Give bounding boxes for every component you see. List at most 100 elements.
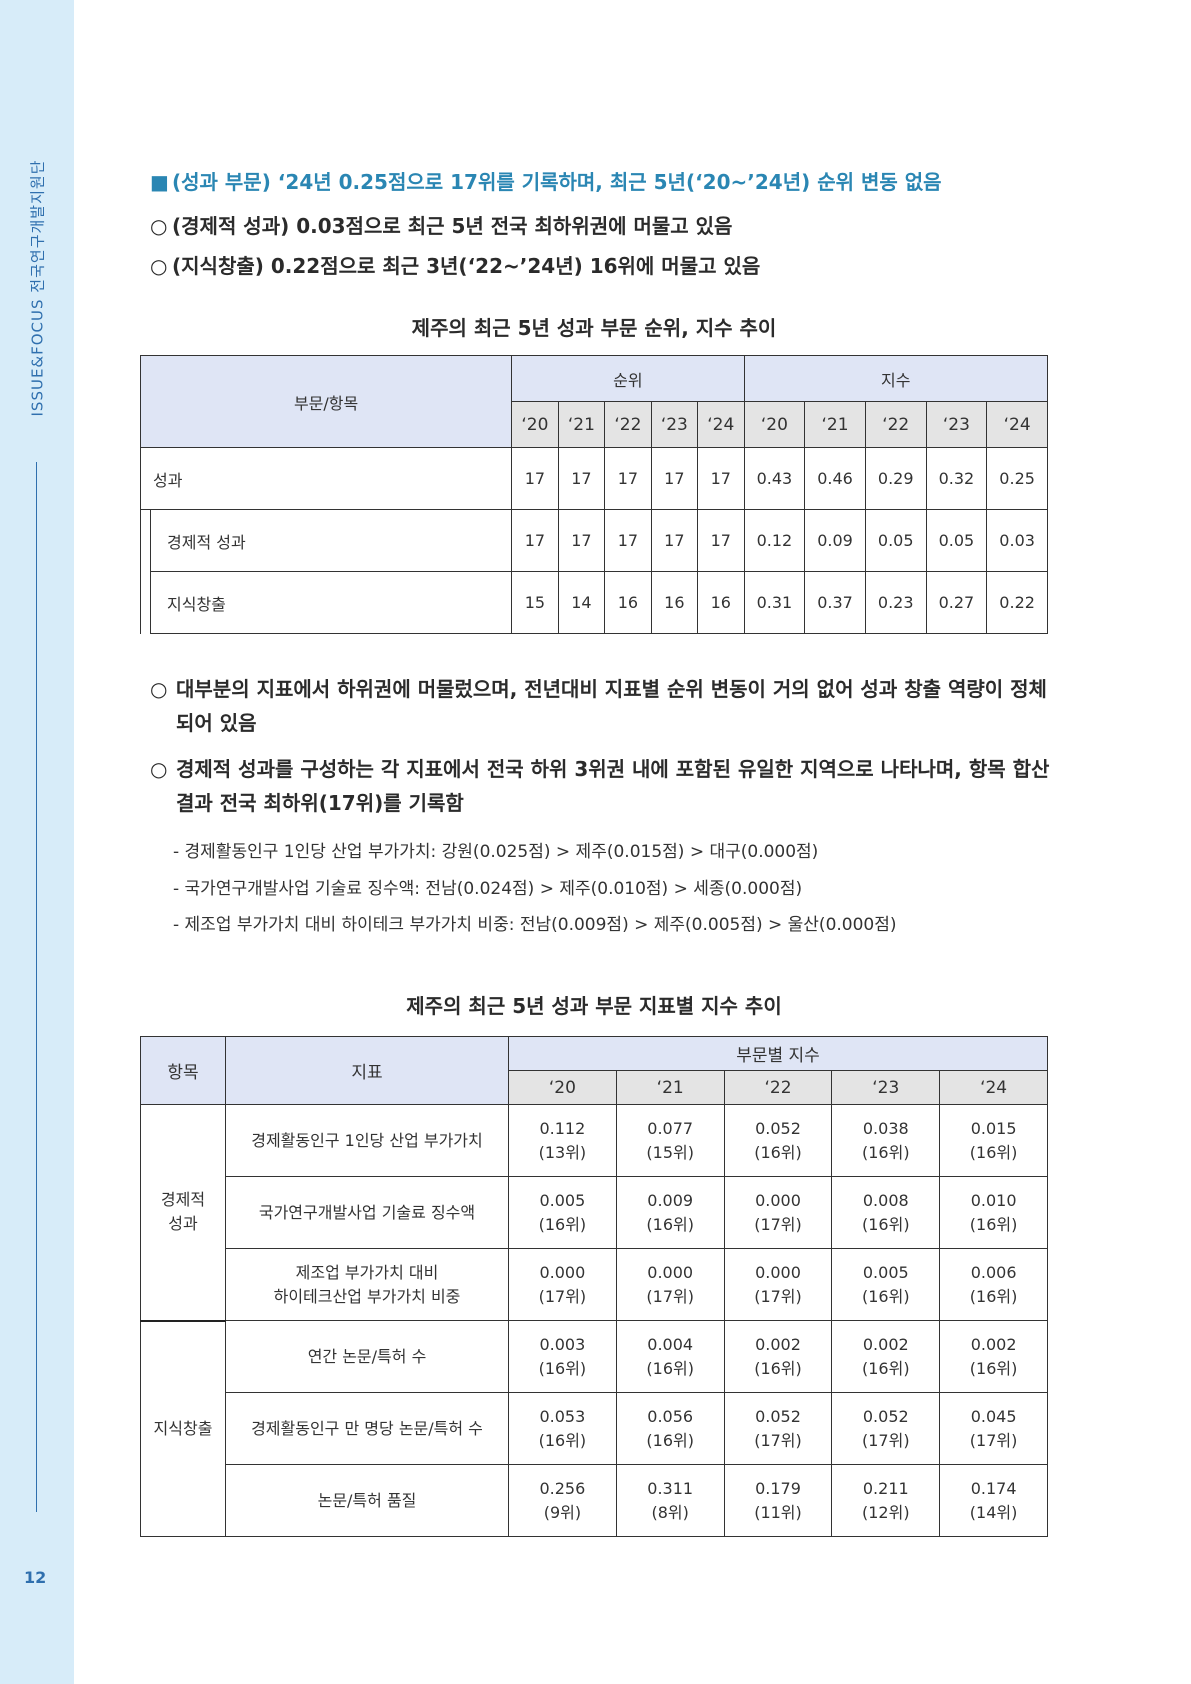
year-header: ‘23 xyxy=(925,401,988,448)
sidebar: ISSUE&FOCUS 전국연구개발지원단 12 xyxy=(0,0,74,1684)
rank-value: (13위) xyxy=(538,1142,587,1162)
value-cell: 0.002 (16위) xyxy=(723,1320,833,1393)
indicator-cell: 연간 논문/특허 수 xyxy=(225,1320,509,1393)
value-cell: 0.000 (17위) xyxy=(615,1248,725,1321)
index-cell: 0.31 xyxy=(743,571,806,634)
index-cell: 0.25 xyxy=(986,447,1048,510)
year-header: ‘20 xyxy=(743,401,806,448)
rank-value: (16위) xyxy=(969,1142,1018,1162)
sub-bullet-2: ○ (지식창출) 0.22점으로 최근 3년(‘22~’24년) 16위에 머물고… xyxy=(150,254,761,278)
value-cell: 0.056 (16위) xyxy=(615,1392,725,1465)
year-header: ‘21 xyxy=(804,401,866,448)
table-row: 경제적 성과 경제활동인구 1인당 산업 부가가치 0.112 (13위) 0.077 (… xyxy=(140,1104,1048,1322)
year-header: ‘22 xyxy=(864,401,927,448)
header-indicator: 지표 xyxy=(225,1036,509,1105)
circle-bullet-icon: ○ xyxy=(150,254,168,278)
rank-value: (16위) xyxy=(862,1214,910,1234)
rank-value: (17위) xyxy=(646,1286,694,1306)
index-value: 0.002 xyxy=(755,1334,801,1354)
rank-value: (14위) xyxy=(969,1502,1018,1522)
circle-bullet-icon: ○ xyxy=(150,214,168,238)
item-cell: 지식창출 xyxy=(140,1320,226,1537)
index-cell: 0.29 xyxy=(864,447,927,510)
index-value: 0.015 xyxy=(970,1118,1017,1138)
value-cell: 0.045 (17위) xyxy=(939,1392,1048,1465)
row-label: 성과 xyxy=(139,447,513,510)
index-value: 0.052 xyxy=(862,1406,909,1426)
value-cell: 0.256 (9위) xyxy=(508,1464,617,1537)
row-label: 지식창출 xyxy=(149,571,513,634)
index-value: 0.056 xyxy=(647,1406,694,1426)
rank-cell: 16 xyxy=(697,571,745,634)
index-cell: 0.32 xyxy=(925,447,988,510)
item-cell: 경제적 성과 xyxy=(140,1104,226,1322)
value-cell: 0.000 (17위) xyxy=(723,1248,833,1321)
year-header: ‘24 xyxy=(939,1070,1048,1105)
table1-title: 제주의 최근 5년 성과 부문 순위, 지수 추이 xyxy=(411,316,777,340)
table-row: 경제활동인구 만 명당 논문/특허 수 0.053 (16위) 0.056 (16위) 0… xyxy=(141,1392,1048,1465)
value-cell: 0.002 (16위) xyxy=(831,1320,941,1393)
rank-value: (16위) xyxy=(646,1358,694,1378)
rank-value: (17위) xyxy=(969,1430,1018,1450)
rank-cell: 17 xyxy=(604,509,652,572)
rank-value: (17위) xyxy=(538,1286,587,1306)
rank-value: (15위) xyxy=(646,1142,694,1162)
header-index: 지수 xyxy=(743,355,1049,402)
detail-line: - 국가연구개발사업 기술료 징수액: 전남(0.024점) > 제주(0.01… xyxy=(173,879,803,899)
index-cell: 0.05 xyxy=(925,509,988,572)
value-cell: 0.000 (17위) xyxy=(723,1176,833,1249)
index-value: 0.000 xyxy=(755,1262,801,1282)
index-cell: 0.09 xyxy=(804,509,866,572)
circle-bullet-icon: ○ xyxy=(150,757,168,781)
value-cell: 0.005 (16위) xyxy=(508,1176,617,1249)
index-cell: 0.43 xyxy=(743,447,806,510)
year-header: ‘24 xyxy=(986,401,1048,448)
value-cell: 0.053 (16위) xyxy=(508,1392,617,1465)
value-cell: 0.002 (16위) xyxy=(939,1320,1048,1393)
index-value: 0.000 xyxy=(647,1262,694,1282)
value-cell: 0.052 (16위) xyxy=(723,1104,833,1177)
rank-index-table: 부문/항목 순위 지수 ‘20 ‘21 ‘22 ‘23 ‘24 ‘20 ‘21 ‘22 ‘23 ‘… xyxy=(139,355,1049,634)
index-cell: 0.22 xyxy=(986,571,1048,634)
square-bullet-icon: ■ xyxy=(150,170,169,194)
index-value: 0.174 xyxy=(970,1478,1017,1498)
paragraph-1: ○ 대부분의 지표에서 하위권에 머물렀으며, 전년대비 지표별 순위 변동이 거… xyxy=(150,672,1050,740)
rank-value: (9위) xyxy=(543,1502,582,1522)
year-header: ‘22 xyxy=(604,401,652,448)
detail-line: - 경제활동인구 1인당 산업 부가가치: 강원(0.025점) > 제주(0.… xyxy=(173,842,819,862)
rank-value: (16위) xyxy=(538,1430,587,1450)
indicator-cell: 논문/특허 품질 xyxy=(225,1464,509,1537)
rank-value: (16위) xyxy=(969,1286,1018,1306)
year-header: ‘24 xyxy=(697,401,745,448)
value-cell: 0.077 (15위) xyxy=(615,1104,725,1177)
year-header: ‘21 xyxy=(557,401,606,448)
rank-value: (16위) xyxy=(646,1430,694,1450)
year-header: ‘22 xyxy=(723,1070,833,1105)
table-row: 제조업 부가가치 대비 하이테크산업 부가가치 비중 0.000 (17위) 0.00… xyxy=(141,1248,1048,1321)
year-header: ‘20 xyxy=(511,401,559,448)
index-value: 0.006 xyxy=(970,1262,1017,1282)
value-cell: 0.179 (11위) xyxy=(723,1464,833,1537)
value-cell: 0.009 (16위) xyxy=(615,1176,725,1249)
index-value: 0.053 xyxy=(539,1406,586,1426)
value-cell: 0.010 (16위) xyxy=(939,1176,1048,1249)
index-value: 0.112 xyxy=(539,1118,586,1138)
index-value: 0.311 xyxy=(647,1478,694,1498)
year-header: ‘21 xyxy=(615,1070,725,1105)
index-value: 0.052 xyxy=(755,1118,801,1138)
rank-cell: 16 xyxy=(604,571,652,634)
rank-value: (17위) xyxy=(862,1430,910,1450)
index-value: 0.005 xyxy=(862,1262,909,1282)
index-value: 0.038 xyxy=(862,1118,909,1138)
year-header: ‘23 xyxy=(650,401,699,448)
indicator-cell: 제조업 부가가치 대비 하이테크산업 부가가치 비중 xyxy=(225,1248,509,1321)
index-value: 0.211 xyxy=(862,1478,909,1498)
rank-cell: 17 xyxy=(511,509,559,572)
index-cell: 0.23 xyxy=(864,571,927,634)
header-rank: 순위 xyxy=(511,355,745,402)
index-value: 0.005 xyxy=(539,1190,586,1210)
value-cell: 0.311 (8위) xyxy=(615,1464,725,1537)
rank-cell: 17 xyxy=(511,447,559,510)
value-cell: 0.008 (16위) xyxy=(831,1176,941,1249)
rank-cell: 17 xyxy=(604,447,652,510)
